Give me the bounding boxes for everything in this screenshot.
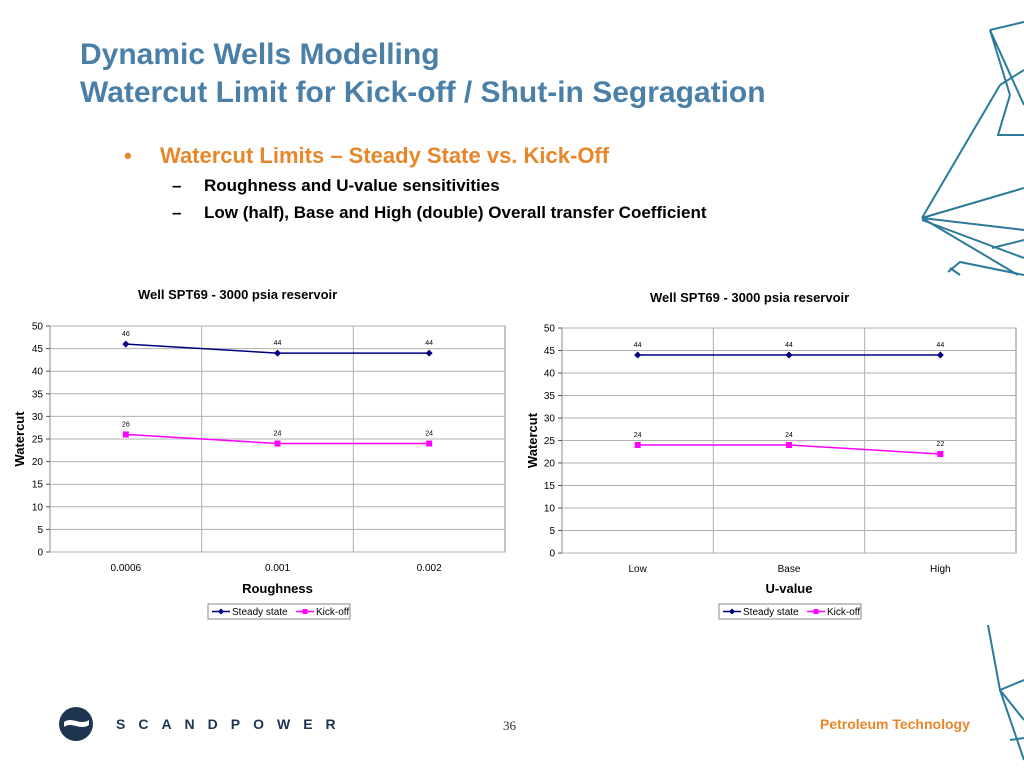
y-tick-label: 25 xyxy=(32,435,44,446)
chart-0-group: 0 5 10 15 20 25 30 35 40 45 50 0.0006 0.001 0.002 Roug… xyxy=(12,322,506,620)
sub-bullet-2-text: Low (half), Base and High (double) Overa… xyxy=(204,203,707,222)
title-line-2: Watercut Limit for Kick-off / Shut-in Se… xyxy=(80,76,766,109)
chart-1-group: 0 5 10 15 20 25 30 35 40 45 50 Low Base High U-value Wa… xyxy=(525,324,1017,620)
data-label: 24 xyxy=(425,431,433,438)
legend-box xyxy=(207,603,351,620)
data-label: 22 xyxy=(936,441,944,448)
legend-label: Steady state xyxy=(232,607,288,618)
bullet-main: • Watercut Limits – Steady State vs. Kick… xyxy=(124,143,609,169)
data-label: 46 xyxy=(122,331,130,338)
x-tick-label: 0.001 xyxy=(265,563,290,574)
data-point xyxy=(425,349,433,357)
legend-marker xyxy=(813,609,819,614)
data-label: 24 xyxy=(634,432,642,439)
x-tick-label: 0.0006 xyxy=(111,563,142,574)
x-tick-label: Base xyxy=(778,564,801,575)
y-tick-label: 5 xyxy=(549,526,555,537)
sub-bullet-marker: – xyxy=(172,176,182,195)
y-axis-label: Watercut xyxy=(12,411,27,467)
legend-label: Kick-off xyxy=(316,607,349,618)
y-tick-label: 15 xyxy=(544,481,556,492)
y-tick-label: 10 xyxy=(32,502,44,513)
page-number: 36 xyxy=(503,718,516,733)
y-tick-label: 50 xyxy=(544,324,556,335)
sub-bullet-2: – Low (half), Base and High (double) Over… xyxy=(172,203,707,223)
y-tick-label: 35 xyxy=(32,389,44,400)
y-tick-label: 40 xyxy=(32,367,44,378)
y-tick-label: 30 xyxy=(544,414,556,425)
data-point xyxy=(274,349,281,357)
data-point xyxy=(785,351,793,359)
y-tick-label: 5 xyxy=(37,525,43,536)
y-tick-label: 25 xyxy=(544,436,556,447)
y-tick-label: 20 xyxy=(544,459,556,470)
x-tick-label: Low xyxy=(628,564,647,575)
chart-title: Well SPT69 - 3000 psia reservoir xyxy=(138,287,338,302)
data-point xyxy=(937,451,944,457)
data-label: 44 xyxy=(274,340,282,347)
y-tick-label: 30 xyxy=(32,412,44,423)
legend: Steady state Kick-off xyxy=(207,603,351,620)
data-point xyxy=(274,440,281,447)
brand-name: SCANDPOWER xyxy=(116,716,349,732)
slide-title: Dynamic Wells Modelling Watercut Limit f… xyxy=(80,36,766,112)
y-axis-label: Watercut xyxy=(525,412,540,468)
x-axis-label: Roughness xyxy=(242,581,313,596)
y-tick-label: 15 xyxy=(32,480,44,491)
legend-marker xyxy=(302,609,308,614)
y-tick-label: 45 xyxy=(32,344,44,355)
legend-marker xyxy=(729,608,735,615)
data-label: 44 xyxy=(785,342,793,349)
y-tick-label: 45 xyxy=(544,346,556,357)
data-label: 24 xyxy=(274,431,282,438)
legend: Steady state Kick-off xyxy=(718,603,862,620)
bullet-marker: • xyxy=(124,143,132,168)
legend-label: Steady state xyxy=(743,607,799,618)
data-label: 24 xyxy=(785,432,793,439)
data-point xyxy=(936,351,944,359)
y-tick-label: 40 xyxy=(544,369,556,380)
data-point xyxy=(634,442,641,448)
data-point xyxy=(122,431,129,438)
y-tick-label: 35 xyxy=(544,391,556,402)
scandpower-logo-icon xyxy=(59,707,93,741)
data-label: 44 xyxy=(425,340,433,347)
data-label: 26 xyxy=(122,421,130,428)
sub-bullet-1: – Roughness and U-value sensitivities xyxy=(172,176,500,196)
legend-marker xyxy=(218,608,224,615)
title-line-1: Dynamic Wells Modelling xyxy=(80,38,440,71)
y-tick-label: 50 xyxy=(32,322,44,333)
y-tick-label: 0 xyxy=(549,549,555,560)
legend-label: Kick-off xyxy=(827,607,860,618)
data-point xyxy=(786,442,792,448)
x-axis-label: U-value xyxy=(766,581,813,596)
data-point xyxy=(634,351,642,359)
data-point xyxy=(426,440,433,447)
tagline: Petroleum Technology xyxy=(820,716,970,732)
x-tick-label: High xyxy=(930,564,951,575)
x-tick-label: 0.002 xyxy=(417,563,442,574)
data-point xyxy=(122,340,130,348)
data-label: 44 xyxy=(634,342,642,349)
bullet-text: Watercut Limits – Steady State vs. Kick-… xyxy=(160,143,610,168)
chart-title: Well SPT69 - 3000 psia reservoir xyxy=(650,290,850,305)
sub-bullet-marker: – xyxy=(172,203,182,222)
y-tick-label: 20 xyxy=(32,457,44,468)
data-label: 44 xyxy=(936,342,944,349)
legend-box xyxy=(718,603,862,620)
sub-bullet-1-text: Roughness and U-value sensitivities xyxy=(204,176,500,195)
y-tick-label: 10 xyxy=(544,504,556,515)
y-tick-label: 0 xyxy=(37,548,43,559)
